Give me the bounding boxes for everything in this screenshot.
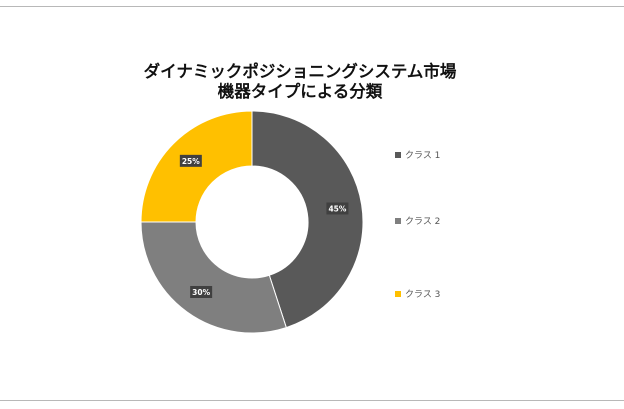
bottom-divider bbox=[0, 400, 624, 401]
data-label-box-2 bbox=[190, 285, 213, 298]
data-label-text-3: 25% bbox=[182, 157, 200, 166]
data-label-text-2: 30% bbox=[192, 288, 210, 297]
data-label-text-1: 45% bbox=[328, 204, 346, 213]
legend-label-2: クラス 2 bbox=[405, 217, 441, 227]
top-divider bbox=[0, 6, 624, 7]
legend-item-2: クラス 2 bbox=[395, 214, 440, 227]
chart-title-line-2: 機器タイプによる分類 bbox=[217, 82, 383, 101]
data-label-2: 30% bbox=[190, 285, 213, 298]
legend-swatch-3 bbox=[395, 290, 401, 297]
legend-label-1: クラス 1 bbox=[405, 151, 441, 161]
chart-title-line-1: ダイナミックポジショニングシステム市場 bbox=[143, 62, 457, 81]
chart-title: ダイナミックポジショニングシステム市場 機器タイプによる分類 bbox=[100, 62, 500, 102]
donut-slice-1 bbox=[251, 110, 364, 329]
data-label-3: 25% bbox=[179, 154, 202, 167]
legend-item-1: クラス 1 bbox=[395, 148, 440, 161]
legend-swatch-1 bbox=[395, 151, 401, 158]
donut-slice-2 bbox=[140, 221, 287, 334]
data-label-1: 45% bbox=[326, 202, 349, 215]
data-label-box-3 bbox=[179, 154, 202, 167]
legend-item-3: クラス 3 bbox=[395, 287, 440, 300]
legend-label-3: クラス 3 bbox=[405, 290, 441, 300]
legend-swatch-2 bbox=[395, 217, 401, 224]
data-label-box-1 bbox=[326, 202, 349, 215]
